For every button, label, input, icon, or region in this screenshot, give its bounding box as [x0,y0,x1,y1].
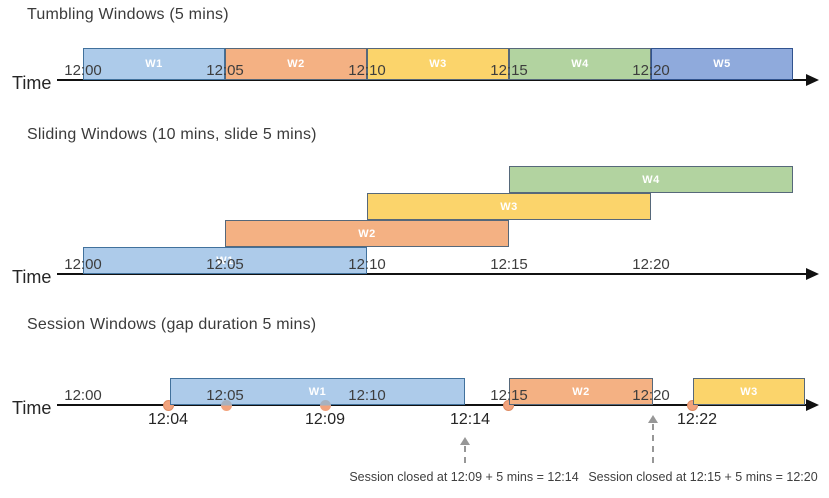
window-bar-session-w2: W2 [509,378,653,405]
window-bar-session-w1: W1 [170,378,465,405]
time-axis-arrowhead-icon-tumbling [806,74,819,86]
window-bar-tumbling-w1: W1 [83,48,225,80]
event-time-label: 12:04 [147,411,189,428]
window-bar-sliding-w3: W3 [367,193,651,220]
window-bar-sliding-w1: W1 [83,247,367,274]
time-axis-label-sliding: Time [12,267,52,287]
window-label: W2 [572,385,590,398]
window-label: W2 [287,58,305,70]
window-bar-tumbling-w2: W2 [225,48,367,80]
tick-label: 12:10 [348,62,386,79]
window-label: W3 [740,385,758,398]
section-title-tumbling: Tumbling Windows (5 mins) [27,6,229,23]
event-dot [319,400,331,411]
tick-label: 12:20 [632,62,670,79]
tick-label: 12:10 [348,387,386,404]
window-label: W1 [216,254,234,267]
section-title-session: Session Windows (gap duration 5 mins) [27,316,317,333]
callout-arrow-up-icon [460,437,470,445]
window-label: W1 [308,385,327,398]
tick-label: 12:00 [64,256,102,273]
window-label: W5 [713,58,731,70]
time-axis-arrowhead-icon-sliding [806,268,819,280]
event-dot [220,400,232,411]
tick-label: 12:05 [206,256,244,273]
tick-label: 12:15 [490,387,528,404]
tick-label: 12:05 [206,387,244,404]
time-axis-session [57,404,806,406]
tick-label: 12:20 [632,387,670,404]
session-close-annotation: Session closed at 12:15 + 5 mins = 12:20 [588,470,818,484]
event-dot [502,400,514,411]
time-axis-sliding [57,273,806,275]
callout-arrow-up-icon [648,415,658,423]
event-dot [162,400,174,411]
window-bar-session-w3: W3 [693,378,805,405]
tick-label: 12:20 [632,256,670,273]
window-label: W3 [500,200,518,213]
window-bar-tumbling-w4: W4 [509,48,651,80]
window-bar-tumbling-w5: W5 [651,48,793,80]
event-dot [686,400,698,411]
window-label: W4 [642,173,660,186]
tick-label: 12:00 [64,387,102,404]
event-time-label: 12:22 [676,411,718,428]
window-label: W1 [145,58,163,70]
window-bar-tumbling-w3: W3 [367,48,509,80]
window-label: W4 [571,58,589,70]
window-label: W3 [429,58,447,70]
tick-label: 12:15 [490,256,528,273]
window-bar-sliding-w4: W4 [509,166,793,193]
time-axis-arrowhead-icon-session [806,399,819,411]
event-time-label: 12:14 [449,411,491,428]
callout-arrow-shaft [464,446,466,463]
callout-arrow-shaft [652,424,654,463]
tick-label: 12:15 [490,62,528,79]
window-bar-sliding-w2: W2 [225,220,509,247]
time-axis-label-tumbling: Time [12,73,52,93]
time-axis-tumbling [57,79,806,81]
tick-label: 12:10 [348,256,386,273]
section-title-sliding: Sliding Windows (10 mins, slide 5 mins) [27,126,317,143]
tick-label: 12:05 [206,62,244,79]
session-close-annotation: Session closed at 12:09 + 5 mins = 12:14 [349,470,579,484]
window-label: W2 [358,227,376,240]
event-time-label: 12:09 [304,411,346,428]
tick-label: 12:00 [64,62,102,79]
time-axis-label-session: Time [12,398,52,418]
